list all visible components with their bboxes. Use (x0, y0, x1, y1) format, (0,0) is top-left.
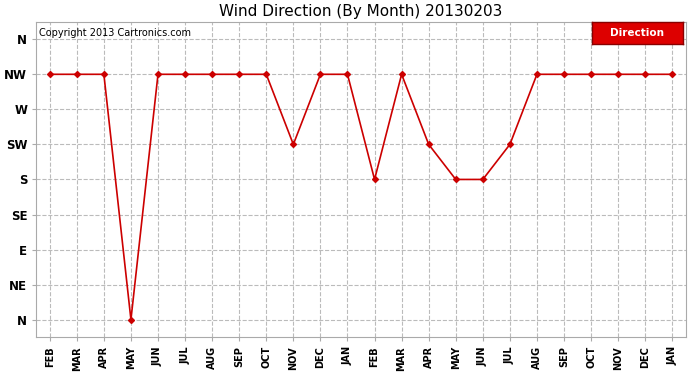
Text: Copyright 2013 Cartronics.com: Copyright 2013 Cartronics.com (39, 28, 191, 38)
Title: Wind Direction (By Month) 20130203: Wind Direction (By Month) 20130203 (219, 4, 503, 19)
